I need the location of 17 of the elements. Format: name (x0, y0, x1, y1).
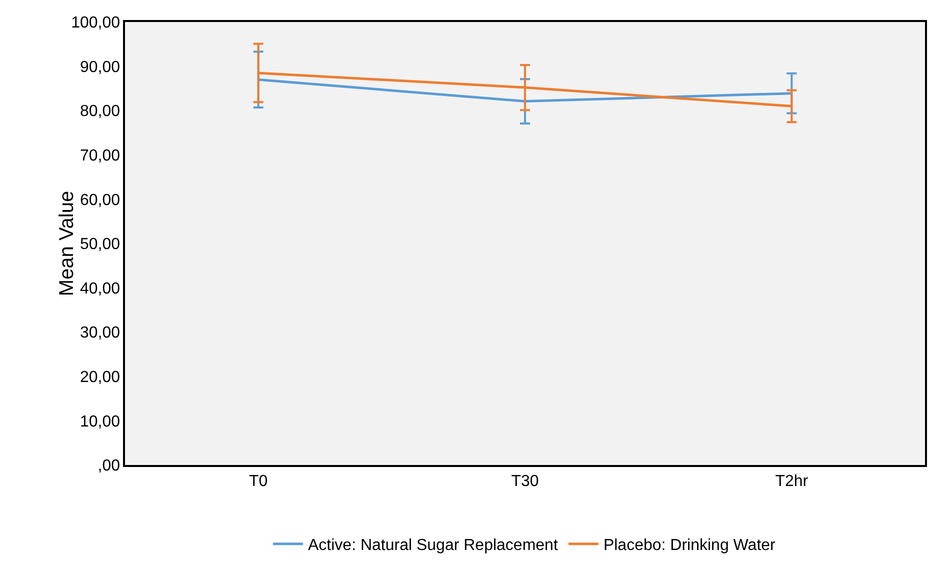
y-tick-label: 100,00 (71, 14, 120, 32)
y-tick-label: 10,00 (80, 413, 120, 430)
y-tick-label: ,00 (98, 458, 120, 475)
legend-label: Placebo: Drinking Water (603, 537, 776, 554)
x-tick-label: T0 (248, 472, 268, 490)
legend-label: Active: Natural Sugar Replacement (308, 537, 558, 554)
y-tick-label: 60,00 (80, 192, 120, 209)
y-tick-label: 80,00 (80, 103, 120, 120)
x-tick-label: T30 (511, 472, 539, 490)
y-tick-label: 90,00 (80, 58, 120, 76)
y-axis-title: Mean Value (56, 190, 78, 296)
y-tick-label: 30,00 (80, 324, 120, 342)
y-tick-label: 20,00 (80, 369, 120, 386)
x-tick-label: T2hr (775, 472, 809, 490)
y-tick-label: 70,00 (80, 148, 120, 164)
y-tick-label: 40,00 (80, 280, 120, 298)
y-tick-label: 50,00 (80, 236, 120, 254)
